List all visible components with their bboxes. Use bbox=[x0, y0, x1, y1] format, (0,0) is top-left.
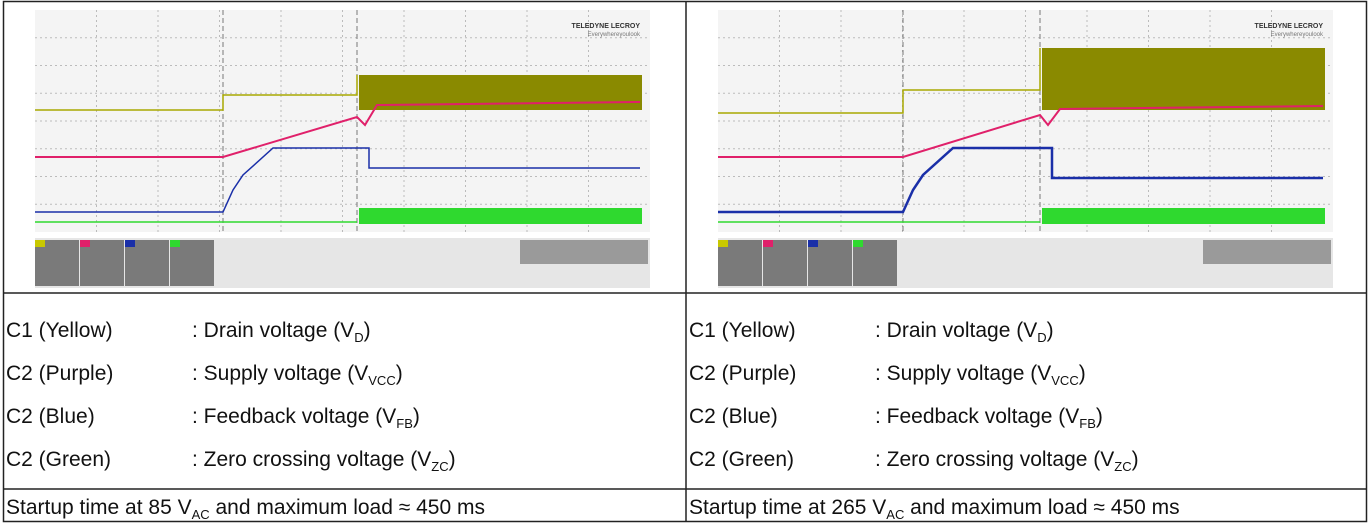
text: : Feedback voltage (V bbox=[192, 405, 396, 428]
channel-tag bbox=[170, 240, 180, 247]
timebase-box bbox=[520, 240, 648, 264]
subscript: VCC bbox=[1051, 373, 1078, 388]
channel-label: C2 (Purple) bbox=[689, 362, 796, 385]
text: ) bbox=[364, 319, 371, 342]
cell-text: : Drain voltage (VD) bbox=[875, 319, 1054, 345]
subscript: D bbox=[1037, 330, 1046, 345]
trace-band bbox=[359, 208, 642, 224]
channel-label: C2 (Green) bbox=[6, 448, 111, 471]
text: : Supply voltage (V bbox=[875, 362, 1051, 385]
text: ) bbox=[413, 405, 420, 428]
brand: TELEDYNE LECROY bbox=[572, 23, 641, 30]
channel-tag bbox=[763, 240, 773, 247]
subscript: ZC bbox=[1114, 459, 1131, 474]
subscript: FB bbox=[396, 416, 413, 431]
subscript: VCC bbox=[368, 373, 395, 388]
text: ) bbox=[396, 362, 403, 385]
text: ) bbox=[1096, 405, 1103, 428]
cell-text: Startup time at 85 VAC and maximum load … bbox=[6, 496, 485, 522]
subscript: AC bbox=[192, 507, 210, 522]
trace-band bbox=[1042, 48, 1325, 110]
channel-label: C2 (Purple) bbox=[6, 362, 113, 385]
text: ) bbox=[449, 448, 456, 471]
scope-screenshot: TELEDYNE LECROY Everywhereyoulook bbox=[718, 10, 1333, 288]
channel-tag bbox=[718, 240, 728, 247]
cell-text: : Zero crossing voltage (VZC) bbox=[192, 448, 456, 474]
cell-text: : Drain voltage (VD) bbox=[192, 319, 371, 345]
tagline: Everywhereyoulook bbox=[1271, 32, 1324, 38]
text: : Zero crossing voltage (V bbox=[875, 448, 1114, 471]
text: ) bbox=[1047, 319, 1054, 342]
cell-text: : Feedback voltage (VFB) bbox=[192, 405, 420, 431]
brand: TELEDYNE LECROY bbox=[1255, 23, 1324, 30]
channel-label: C2 (Green) bbox=[689, 448, 794, 471]
channel-label: C1 (Yellow) bbox=[689, 319, 796, 342]
subscript: FB bbox=[1079, 416, 1096, 431]
channel-tag bbox=[80, 240, 90, 247]
text: ) bbox=[1079, 362, 1086, 385]
text: : Supply voltage (V bbox=[192, 362, 368, 385]
text: and maximum load ≈ 450 ms bbox=[210, 496, 485, 519]
trace-band bbox=[1042, 208, 1325, 224]
text: ) bbox=[1132, 448, 1139, 471]
cell-text: Startup time at 265 VAC and maximum load… bbox=[689, 496, 1180, 522]
channel-tag bbox=[35, 240, 45, 247]
channel-label: C2 (Blue) bbox=[6, 405, 95, 428]
timebase-box bbox=[1203, 240, 1331, 264]
channel-label: C1 (Yellow) bbox=[6, 319, 113, 342]
text: Startup time at 265 V bbox=[689, 496, 886, 519]
channel-tag bbox=[808, 240, 818, 247]
channel-label: C2 (Blue) bbox=[689, 405, 778, 428]
text: : Drain voltage (V bbox=[192, 319, 354, 342]
text: : Zero crossing voltage (V bbox=[192, 448, 431, 471]
subscript: D bbox=[354, 330, 363, 345]
page: TELEDYNE LECROY Everywhereyoulook C1 (Yell… bbox=[0, 0, 1370, 524]
cell-text: : Feedback voltage (VFB) bbox=[875, 405, 1103, 431]
channel-tag bbox=[853, 240, 863, 247]
text: : Drain voltage (V bbox=[875, 319, 1037, 342]
scope-screenshot: TELEDYNE LECROY Everywhereyoulook bbox=[35, 10, 650, 288]
tagline: Everywhereyoulook bbox=[588, 32, 641, 38]
channel-tag bbox=[125, 240, 135, 247]
subscript: ZC bbox=[431, 459, 448, 474]
subscript: AC bbox=[886, 507, 904, 522]
text: and maximum load ≈ 450 ms bbox=[904, 496, 1179, 519]
text: : Feedback voltage (V bbox=[875, 405, 1079, 428]
cell-text: : Zero crossing voltage (VZC) bbox=[875, 448, 1139, 474]
text: Startup time at 85 V bbox=[6, 496, 192, 519]
